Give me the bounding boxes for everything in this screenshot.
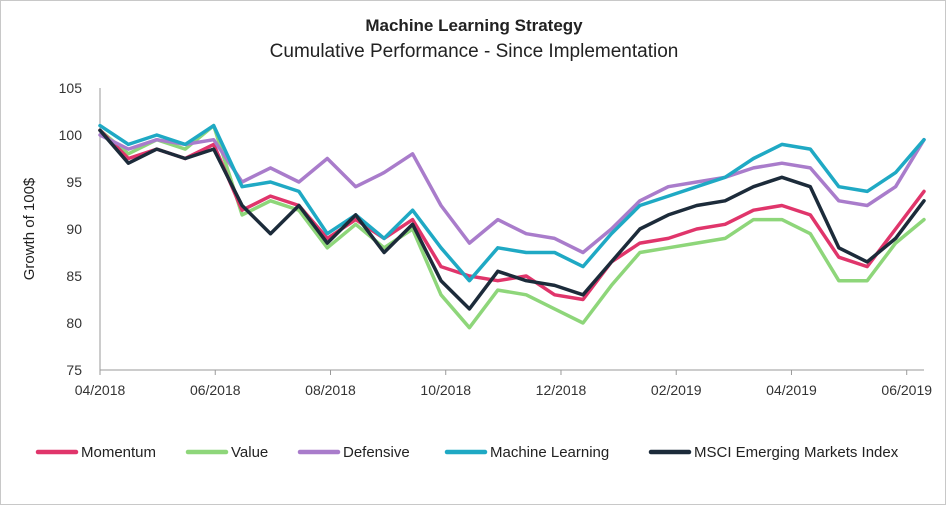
y-tick-label: 105 [59, 80, 83, 96]
legend: Momentum Value Defensive Machine Learning MS… [35, 444, 899, 461]
series-line-msci-emerging-markets-index [98, 128, 926, 311]
legend-label: Machine Learning [490, 444, 609, 461]
y-tick-label: 95 [66, 174, 82, 190]
x-tick-label: 10/2018 [420, 382, 471, 398]
x-tick-label: 06/2018 [190, 382, 241, 398]
x-tick-label: 04/2018 [75, 382, 126, 398]
x-tick-label: 06/2019 [881, 382, 932, 398]
y-axis: 75 80 85 90 95 100 105 [59, 80, 101, 378]
chart-title: Machine Learning Strategy [365, 16, 583, 35]
y-tick-label: 75 [66, 362, 82, 378]
legend-label: Momentum [81, 444, 156, 461]
x-tick-label: 04/2019 [766, 382, 817, 398]
y-tick-label: 90 [66, 221, 82, 237]
legend-label: Defensive [343, 444, 410, 461]
y-tick-label: 85 [66, 268, 82, 284]
x-tick-label: 02/2019 [651, 382, 702, 398]
legend-label: Value [231, 444, 268, 461]
legend-label: MSCI Emerging Markets Index [694, 444, 899, 461]
series-line-defensive [98, 133, 926, 255]
x-axis: 04/2018 06/2018 08/2018 10/2018 12/2018 02/20… [75, 369, 932, 398]
x-tick-label: 08/2018 [305, 382, 356, 398]
series-layer [98, 123, 926, 330]
chart-subtitle: Cumulative Performance - Since Implement… [269, 41, 679, 62]
y-axis-title: Growth of 100$ [21, 177, 38, 280]
x-tick-label: 12/2018 [536, 382, 587, 398]
y-tick-label: 100 [59, 127, 83, 143]
series-line-machine-learning [98, 123, 926, 283]
y-tick-label: 80 [66, 315, 82, 331]
